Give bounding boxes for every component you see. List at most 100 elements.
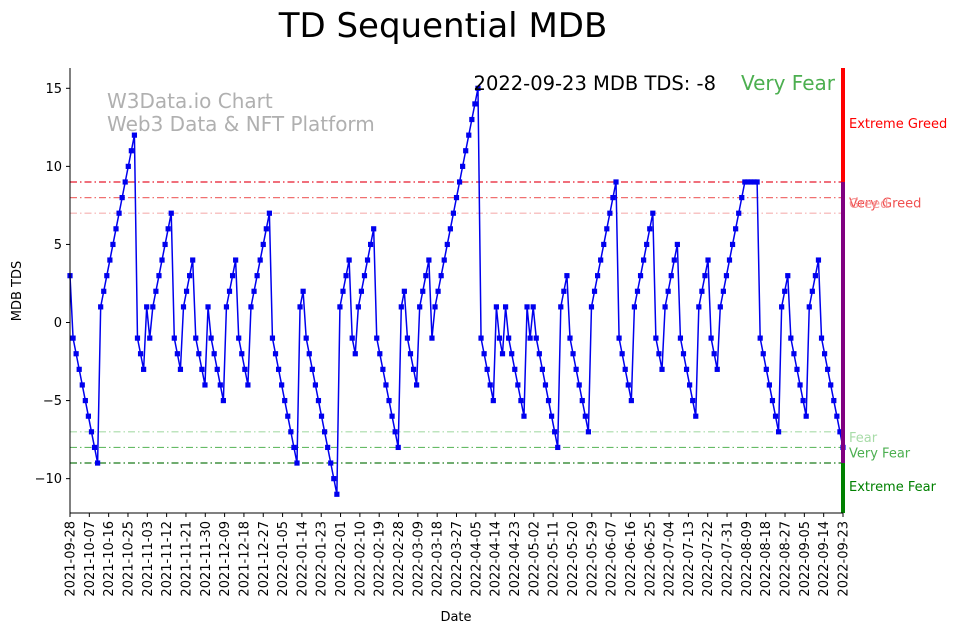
x-tick-label: 2021-09-28 [64, 521, 79, 597]
x-tick-label: 2022-02-28 [392, 521, 407, 597]
data-point [693, 413, 699, 419]
data-point [837, 429, 843, 435]
y-tick-label: −5 [43, 394, 62, 409]
x-tick-label: 2021-12-18 [237, 521, 252, 597]
data-point [233, 257, 239, 263]
data-point [144, 304, 150, 310]
data-point [631, 304, 638, 310]
data-point [444, 241, 450, 248]
data-point [659, 366, 665, 372]
side-bar-segment [841, 463, 845, 513]
data-point [644, 241, 650, 248]
data-point [251, 288, 257, 294]
watermark-line-1: W3Data.io Chart [107, 89, 273, 113]
data-point [677, 335, 684, 341]
data-point [214, 366, 220, 372]
x-axis-ticks: 2021-09-28 2021-10-07 2021-10-16 2021-10-25… [64, 513, 852, 597]
data-point [159, 257, 165, 263]
x-tick-label: 2022-03-09 [411, 521, 426, 597]
data-point [493, 304, 499, 310]
data-point [432, 304, 438, 310]
x-tick-label: 2022-03-27 [450, 521, 465, 597]
data-point [671, 257, 677, 263]
x-tick-label: 2022-09-23 [837, 521, 852, 597]
data-point [410, 366, 417, 372]
data-point [542, 382, 549, 388]
data-point [779, 304, 785, 310]
data-point [377, 351, 383, 357]
y-axis-label: MDB TDS [10, 261, 25, 321]
data-point [530, 304, 536, 310]
data-point [834, 413, 840, 419]
data-point [266, 210, 272, 216]
data-point [91, 444, 98, 451]
data-point [398, 304, 404, 310]
data-point [576, 382, 582, 388]
data-point [607, 210, 613, 216]
data-point [134, 335, 141, 341]
data-point [279, 382, 285, 388]
x-tick-label: 2021-10-25 [121, 521, 136, 597]
x-tick-label: 2021-12-09 [218, 521, 233, 597]
data-point [803, 413, 809, 419]
data-point [423, 273, 429, 279]
data-point [248, 304, 254, 310]
data-point [119, 195, 125, 201]
data-point [291, 444, 297, 451]
x-tick-label: 2021-11-03 [141, 521, 156, 597]
data-point [420, 288, 426, 294]
data-point [711, 351, 717, 357]
data-point [275, 366, 282, 372]
data-point [205, 304, 211, 310]
x-tick-label: 2022-09-14 [817, 521, 832, 597]
data-point [561, 288, 567, 294]
data-point [315, 397, 322, 404]
data-point [190, 257, 196, 263]
threshold-lines [70, 181, 843, 464]
data-point [705, 257, 711, 263]
data-point [754, 179, 760, 185]
data-point [168, 210, 174, 216]
data-point [763, 366, 769, 372]
data-point [499, 351, 506, 357]
y-tick-label: 15 [45, 82, 62, 97]
data-point [674, 241, 680, 248]
data-point [358, 288, 365, 294]
data-point [269, 335, 276, 341]
x-tick-label: 2022-01-14 [295, 521, 310, 597]
x-tick-label: 2022-04-05 [469, 521, 484, 597]
data-point [187, 273, 193, 279]
data-point [303, 335, 309, 341]
data-point [469, 116, 475, 123]
data-point [165, 226, 171, 232]
data-point [797, 382, 803, 388]
x-tick-label: 2022-06-25 [643, 521, 658, 597]
data-point [355, 304, 361, 310]
data-point [791, 351, 797, 357]
x-tick-label: 2022-07-22 [701, 521, 716, 597]
data-point [751, 179, 757, 185]
data-point [690, 397, 696, 404]
y-tick-label: 0 [54, 316, 62, 331]
x-tick-label: 2022-08-27 [779, 521, 794, 597]
data-point [733, 226, 739, 232]
data-point [668, 273, 674, 279]
x-tick-label: 2022-07-31 [721, 521, 736, 597]
x-tick-label: 2022-03-18 [431, 521, 446, 597]
x-tick-label: 2022-02-19 [373, 521, 388, 597]
data-point [150, 304, 156, 310]
data-point [665, 288, 671, 294]
x-tick-label: 2022-06-16 [624, 521, 639, 597]
data-point [831, 397, 837, 404]
data-point [95, 460, 101, 466]
x-tick-label: 2022-04-14 [489, 521, 504, 597]
data-point [739, 195, 745, 201]
threshold-label: Fear [849, 431, 878, 446]
data-point [662, 304, 668, 310]
data-point [582, 413, 588, 419]
data-point [683, 366, 690, 372]
data-point [426, 257, 432, 263]
data-point [401, 288, 407, 294]
data-point [723, 273, 730, 279]
data-point [822, 351, 828, 357]
